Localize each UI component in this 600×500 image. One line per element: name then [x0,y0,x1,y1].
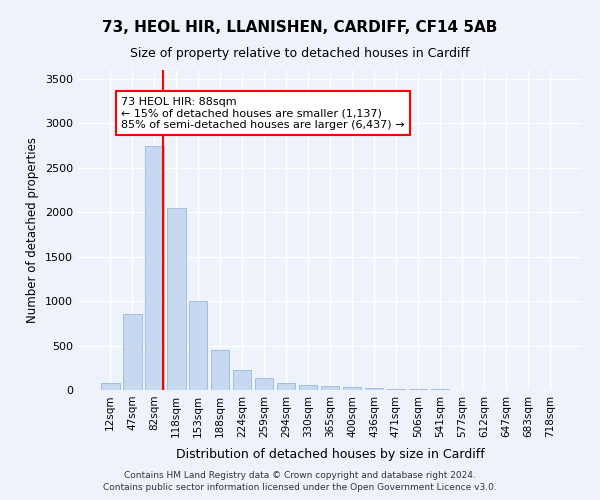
Y-axis label: Number of detached properties: Number of detached properties [26,137,40,323]
Bar [189,301,208,390]
Text: Contains HM Land Registry data © Crown copyright and database right 2024.: Contains HM Land Registry data © Crown c… [124,471,476,480]
Bar [386,388,405,390]
Bar [365,388,383,390]
Text: 73 HEOL HIR: 88sqm
← 15% of detached houses are smaller (1,137)
85% of semi-deta: 73 HEOL HIR: 88sqm ← 15% of detached hou… [121,96,405,130]
Bar [320,386,340,390]
Bar [233,370,251,390]
Bar [167,208,185,390]
X-axis label: Distribution of detached houses by size in Cardiff: Distribution of detached houses by size … [176,448,484,461]
Bar [145,146,164,390]
Bar [343,388,361,390]
Text: 73, HEOL HIR, LLANISHEN, CARDIFF, CF14 5AB: 73, HEOL HIR, LLANISHEN, CARDIFF, CF14 5… [103,20,497,35]
Bar [299,385,317,390]
Bar [123,314,142,390]
Text: Contains public sector information licensed under the Open Government Licence v3: Contains public sector information licen… [103,484,497,492]
Bar [101,384,119,390]
Text: Size of property relative to detached houses in Cardiff: Size of property relative to detached ho… [130,48,470,60]
Bar [211,350,229,390]
Bar [255,378,274,390]
Bar [277,383,295,390]
Bar [409,389,427,390]
